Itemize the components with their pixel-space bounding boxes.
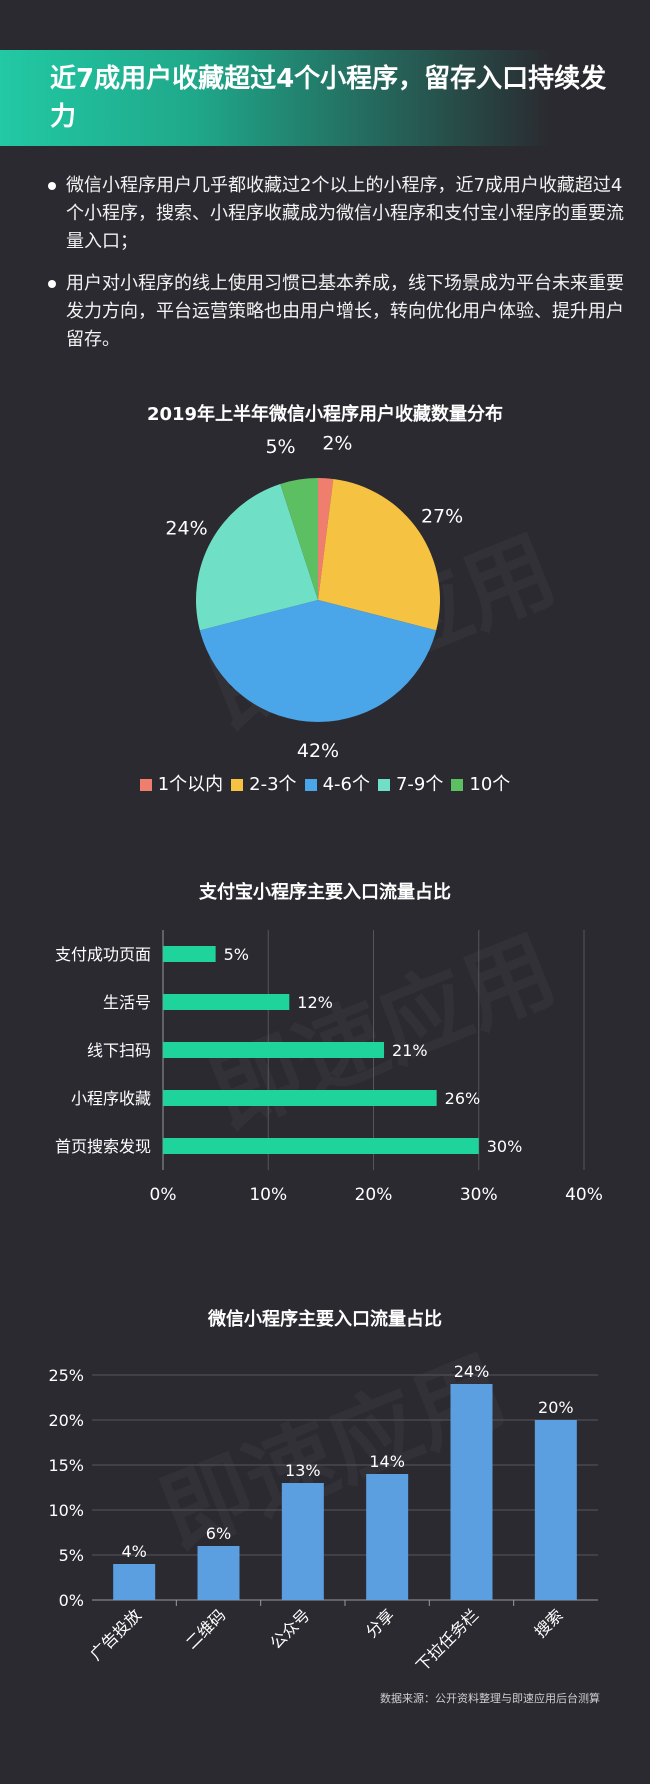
bullet-item: 用户对小程序的线上使用习惯已基本养成，线下场景成为平台未来重要发力方向，平台运营… bbox=[46, 270, 626, 354]
bar bbox=[450, 1384, 493, 1600]
pie-slice-label: 42% bbox=[297, 740, 339, 762]
category-label: 分享 bbox=[362, 1605, 398, 1641]
pie-slice-label: 24% bbox=[165, 518, 207, 540]
pie-slice bbox=[318, 478, 334, 600]
bar-value-label: 24% bbox=[454, 1362, 490, 1381]
legend-swatch bbox=[304, 779, 317, 791]
category-label: 线下扫码 bbox=[87, 1041, 151, 1060]
bar-value-label: 13% bbox=[285, 1461, 321, 1480]
pie-slice-label: 5% bbox=[265, 436, 295, 458]
bullet-text: 微信小程序用户几乎都收藏过2个以上的小程序，近7成用户收藏超过4个小程序，搜索、… bbox=[66, 175, 624, 252]
bar-value-label: 20% bbox=[538, 1398, 574, 1417]
pie-slice-label: 2% bbox=[322, 432, 352, 454]
legend-swatch bbox=[377, 779, 390, 791]
category-label: 搜索 bbox=[531, 1605, 567, 1641]
bar bbox=[163, 946, 216, 962]
pie-chart: 2% 27% 42% 24% 5% bbox=[165, 432, 463, 762]
bar bbox=[366, 1474, 409, 1600]
bar-value-label: 6% bbox=[206, 1524, 231, 1543]
bullet-text: 用户对小程序的线上使用习惯已基本养成，线下场景成为平台未来重要发力方向，平台运营… bbox=[66, 273, 624, 350]
bar bbox=[281, 1483, 324, 1600]
bar-value-label: 14% bbox=[369, 1452, 405, 1471]
legend-swatch bbox=[231, 779, 244, 791]
bullet-list: 微信小程序用户几乎都收藏过2个以上的小程序，近7成用户收藏超过4个小程序，搜索、… bbox=[46, 172, 626, 368]
source-note: 数据来源：公开资料整理与即速应用后台测算 bbox=[380, 1692, 600, 1705]
y-tick-label: 15% bbox=[48, 1456, 84, 1475]
pie-slice-label: 27% bbox=[421, 506, 463, 528]
legend-label: 7-9个 bbox=[395, 774, 444, 795]
legend-item: 7-9个 bbox=[377, 770, 444, 796]
category-label: 二维码 bbox=[182, 1605, 229, 1652]
bar-value-label: 12% bbox=[297, 993, 333, 1012]
bullet-dot-icon bbox=[48, 280, 56, 288]
x-tick-label: 10% bbox=[249, 1185, 287, 1205]
x-tick-label: 20% bbox=[355, 1185, 393, 1205]
bar bbox=[163, 1042, 385, 1058]
bar-value-label: 5% bbox=[224, 945, 249, 964]
pie-legend: 1个以内 2-3个 4-6个 7-9个 10个 bbox=[0, 770, 650, 796]
vbar-chart-title: 微信小程序主要入口流量占比 bbox=[208, 1309, 442, 1330]
legend-item: 10个 bbox=[451, 770, 510, 796]
legend-label: 4-6个 bbox=[322, 774, 370, 795]
category-label: 公众号 bbox=[266, 1605, 313, 1652]
y-tick-label: 10% bbox=[48, 1501, 84, 1520]
y-tick-label: 20% bbox=[48, 1411, 84, 1430]
pie-slice bbox=[280, 478, 318, 600]
y-tick-label: 0% bbox=[59, 1591, 84, 1610]
x-tick-label: 0% bbox=[150, 1185, 177, 1205]
bar bbox=[163, 994, 290, 1010]
category-label: 支付成功页面 bbox=[55, 945, 151, 964]
pie-chart-title: 2019年上半年微信小程序用户收藏数量分布 bbox=[146, 404, 504, 425]
legend-swatch bbox=[139, 779, 152, 791]
hbar-chart: 0% 10% 20% 30% 40% 支付成功页面 5% 生活号 12% 线下扫码 21% 小程序收藏… bbox=[55, 930, 603, 1205]
legend-item: 1个以内 bbox=[139, 770, 224, 796]
category-label: 下拉任务栏 bbox=[412, 1605, 482, 1675]
category-label: 生活号 bbox=[103, 993, 151, 1012]
legend-item: 4-6个 bbox=[304, 770, 370, 796]
legend-label: 1个以内 bbox=[157, 774, 224, 795]
pie-slice bbox=[195, 483, 318, 631]
bar-value-label: 21% bbox=[392, 1041, 428, 1060]
bullet-dot-icon bbox=[48, 182, 56, 190]
y-tick-label: 5% bbox=[59, 1546, 84, 1565]
bar bbox=[163, 1138, 479, 1154]
category-label: 广告投放 bbox=[86, 1605, 145, 1664]
bar bbox=[113, 1564, 156, 1600]
bar bbox=[197, 1546, 240, 1600]
bar-value-label: 26% bbox=[445, 1089, 481, 1108]
bar-value-label: 4% bbox=[121, 1542, 146, 1561]
bullet-item: 微信小程序用户几乎都收藏过2个以上的小程序，近7成用户收藏超过4个小程序，搜索、… bbox=[46, 172, 626, 256]
legend-label: 10个 bbox=[469, 774, 511, 795]
category-label: 首页搜索发现 bbox=[55, 1137, 151, 1156]
vbar-chart: 0% 5% 10% 15% 20% 25% 4% 广告投放 6% 二维码 13% 公众号 14% 分享 24… bbox=[48, 1362, 598, 1675]
legend-item: 2-3个 bbox=[231, 770, 297, 796]
bar bbox=[534, 1420, 577, 1600]
page-title: 近7成用户收藏超过4个小程序，留存入口持续发力 bbox=[50, 64, 607, 132]
y-tick-label: 25% bbox=[48, 1366, 84, 1385]
category-label: 小程序收藏 bbox=[71, 1089, 151, 1108]
pie-slice bbox=[199, 600, 437, 722]
bar bbox=[163, 1090, 437, 1106]
x-tick-label: 30% bbox=[460, 1185, 498, 1205]
legend-swatch bbox=[451, 779, 464, 791]
hbar-chart-title: 支付宝小程序主要入口流量占比 bbox=[199, 882, 451, 903]
bar-value-label: 30% bbox=[487, 1137, 523, 1156]
pie-slice bbox=[318, 478, 440, 631]
header-banner: 近7成用户收藏超过4个小程序，留存入口持续发力 bbox=[0, 50, 650, 146]
legend-label: 2-3个 bbox=[249, 774, 297, 795]
x-tick-label: 40% bbox=[565, 1185, 603, 1205]
